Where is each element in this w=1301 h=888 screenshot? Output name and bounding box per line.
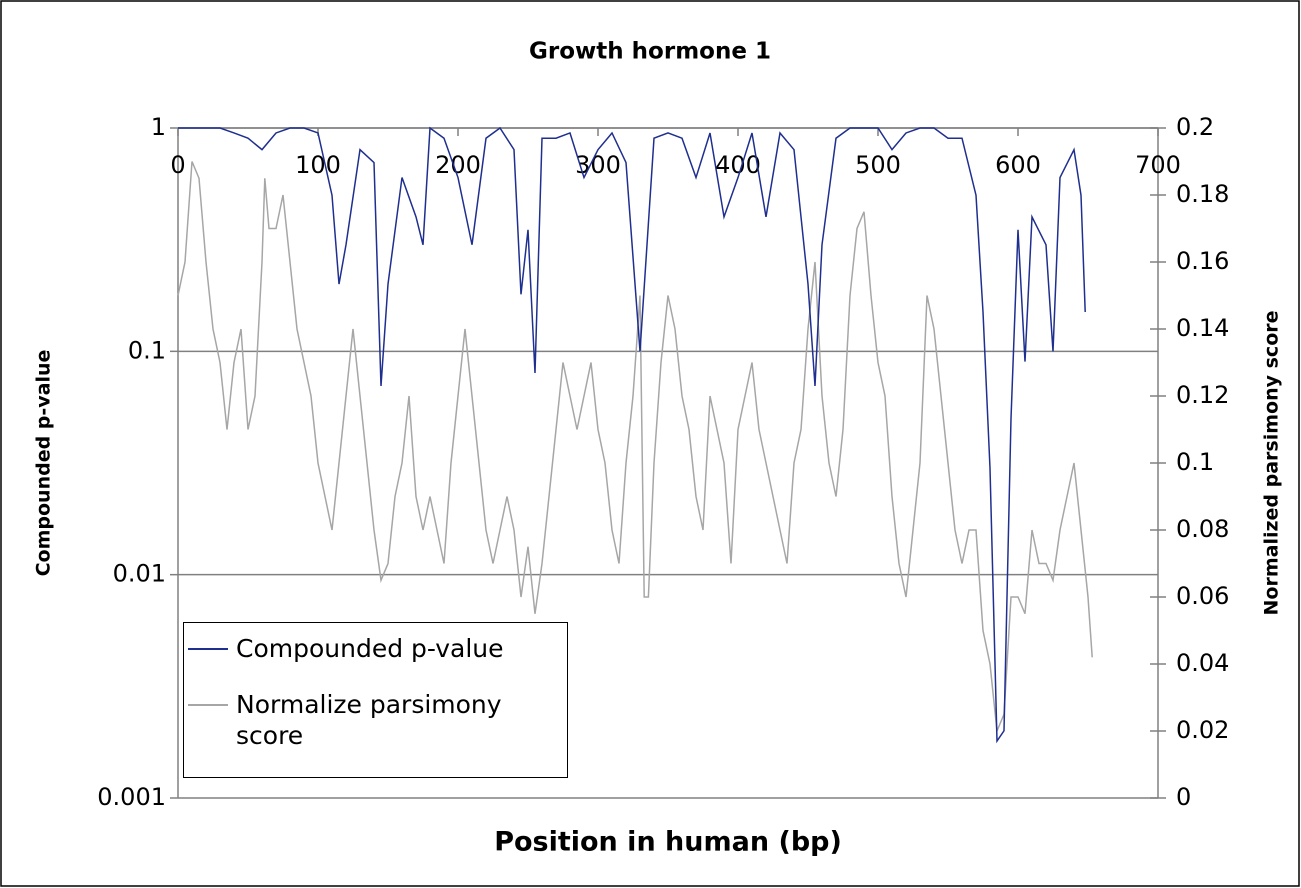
legend-item: Compounded p-value	[184, 633, 556, 664]
y-tick-label: 0.1	[128, 336, 166, 364]
y2-tick-label: 0.2	[1176, 113, 1214, 141]
legend-label: Compounded p-value	[236, 634, 504, 663]
chart-title: Growth hormone 1	[529, 39, 771, 65]
y2-tick-label: 0.12	[1176, 381, 1229, 409]
legend: Compounded p-value Normalize parsimony sc…	[183, 622, 568, 778]
x-tick-label: 600	[995, 151, 1041, 179]
data-line	[178, 126, 1086, 744]
y2-tick-label: 0.18	[1176, 180, 1229, 208]
x-tick-label: 200	[435, 151, 481, 179]
x-tick-label: 300	[575, 151, 621, 179]
legend-swatch	[188, 648, 228, 650]
y-tick-label: 0.001	[97, 783, 166, 811]
y-tick-label: 1	[151, 113, 166, 141]
y2-tick-label: 0.14	[1176, 314, 1229, 342]
y-axis-title: Compounded p-value	[33, 350, 55, 577]
x-axis-title: Position in human (bp)	[494, 827, 842, 858]
x-tick-label: 100	[295, 151, 341, 179]
y2-tick-label: 0.06	[1176, 582, 1229, 610]
x-tick-label: 0	[170, 151, 185, 179]
y2-tick-label: 0.02	[1176, 716, 1229, 744]
y2-axis-title: Normalized parsimony score	[1261, 310, 1283, 615]
y2-tick-label: 0.16	[1176, 247, 1229, 275]
y2-tick-label: 0.1	[1176, 448, 1214, 476]
x-tick-label: 400	[715, 151, 761, 179]
y-tick-label: 0.01	[113, 560, 166, 588]
x-tick-label: 700	[1135, 151, 1181, 179]
y2-tick-label: 0	[1176, 783, 1191, 811]
y2-tick-label: 0.08	[1176, 515, 1229, 543]
x-tick-label: 500	[855, 151, 901, 179]
legend-label: Normalize parsimony score	[236, 690, 502, 750]
y2-tick-label: 0.04	[1176, 649, 1229, 677]
data-line	[177, 161, 1093, 732]
legend-item: Normalize parsimony score	[184, 689, 556, 751]
legend-swatch	[188, 704, 228, 706]
